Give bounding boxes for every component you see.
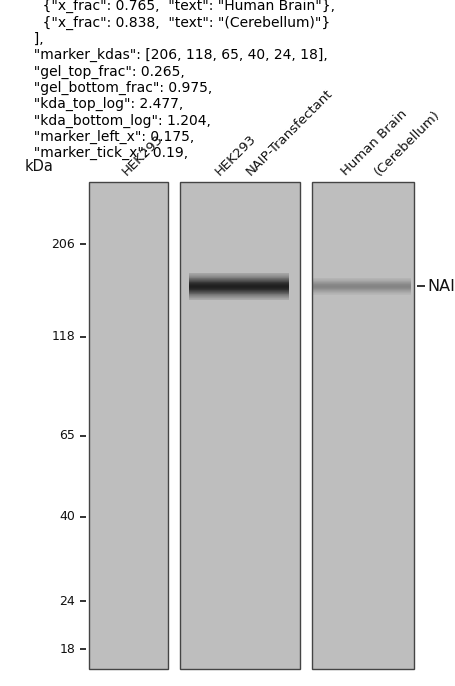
Text: (Cerebellum): (Cerebellum) <box>372 108 443 178</box>
Text: 18: 18 <box>59 643 75 656</box>
Text: NAIP: NAIP <box>428 279 455 294</box>
Text: HEK293: HEK293 <box>119 132 166 178</box>
Bar <box>180 182 300 669</box>
Text: 24: 24 <box>59 595 75 608</box>
Text: {
  "fig_width": 4.55,
  "fig_height": 6.86,
  "dpi": 100,
  "bg_color": "#fffff: { "fig_width": 4.55, "fig_height": 6.86,… <box>25 0 455 176</box>
Text: 206: 206 <box>51 238 75 250</box>
Text: 118: 118 <box>51 330 75 343</box>
Text: Human Brain: Human Brain <box>339 108 410 178</box>
Bar <box>312 182 414 669</box>
Text: 65: 65 <box>59 429 75 442</box>
Text: NAIP-Transfectant: NAIP-Transfectant <box>243 87 335 178</box>
Text: 40: 40 <box>59 510 75 523</box>
Text: kDa: kDa <box>25 158 54 174</box>
Bar <box>89 182 168 669</box>
Text: HEK293: HEK293 <box>213 132 259 178</box>
